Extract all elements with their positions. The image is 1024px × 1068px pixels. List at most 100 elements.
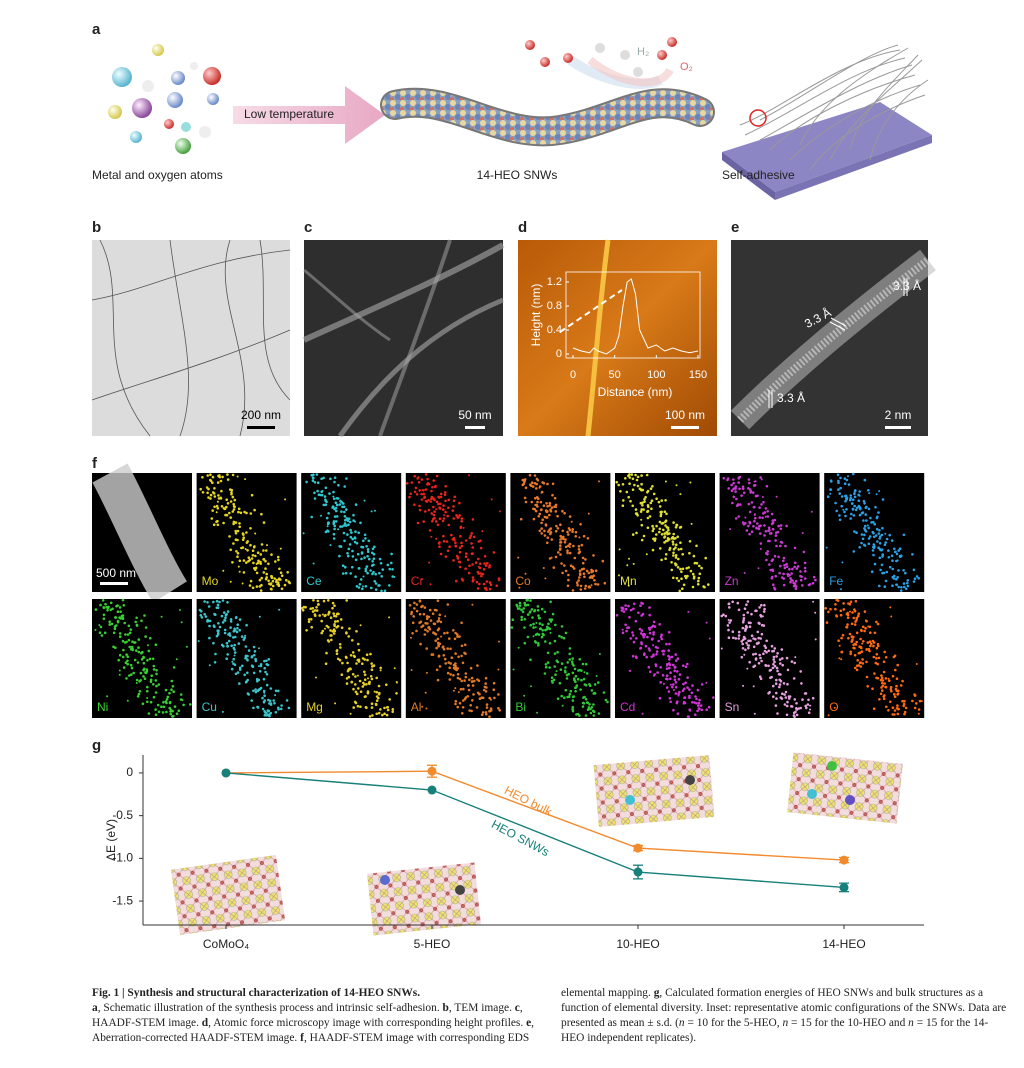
eds-dot (333, 497, 336, 501)
eds-dot (446, 549, 450, 553)
caption-text: c (514, 1002, 520, 1014)
eds-dot (581, 662, 585, 666)
eds-dot (793, 565, 796, 569)
eds-dot (834, 607, 837, 611)
eds-dot (420, 478, 424, 481)
eds-dot (530, 481, 534, 485)
nanowires (302, 239, 505, 438)
eds-dot (672, 521, 675, 524)
eds-dot (586, 537, 590, 540)
eds-dot (834, 501, 837, 505)
eds-dot (781, 692, 784, 695)
eds-dot (682, 583, 686, 587)
eds-dot (726, 477, 730, 480)
eds-dot (327, 521, 330, 524)
eds-dot (434, 485, 437, 489)
eds-dot (351, 651, 355, 654)
eds-dot (903, 699, 906, 703)
eds-dot (691, 572, 695, 576)
eds-dot (861, 642, 864, 645)
eds-dot (326, 525, 329, 528)
eds-dot (274, 689, 278, 693)
eds-dot (492, 688, 496, 691)
eds-dot (700, 708, 704, 712)
eds-dot (379, 669, 382, 672)
eds-dot (580, 669, 583, 672)
eds-dot (778, 571, 781, 575)
eds-dot (553, 652, 557, 655)
eds-dot (915, 575, 919, 578)
eds-dot (646, 635, 649, 639)
eds-dot (362, 681, 365, 685)
eds-dot (573, 556, 577, 560)
eds-dot (864, 619, 867, 622)
eds-dot (244, 645, 248, 648)
eds-dot (758, 675, 762, 678)
eds-dot (878, 542, 882, 545)
eds-dot (458, 677, 462, 681)
eds-dot (208, 624, 211, 628)
eds-dot (359, 690, 363, 693)
data-point (839, 882, 849, 892)
eds-dot (646, 491, 649, 494)
eds-dot (94, 608, 98, 611)
eds-dot (236, 555, 239, 558)
eds-dot (475, 706, 479, 709)
eds-dot (204, 615, 208, 618)
eds-dot (651, 529, 655, 533)
eds-dot (778, 678, 781, 682)
eds-dot (895, 552, 899, 556)
eds-dot (242, 638, 246, 641)
eds-dot (330, 634, 333, 637)
eds-dot (760, 478, 763, 481)
eds-dot (584, 558, 587, 561)
eds-dot (582, 677, 586, 681)
atom (380, 875, 390, 885)
eds-dot (446, 631, 449, 635)
eds-dot (568, 551, 572, 555)
eds-dot (871, 549, 875, 552)
atom (112, 67, 132, 87)
eds-dot (549, 600, 552, 604)
eds-dot (670, 655, 674, 659)
eds-dot (422, 489, 425, 492)
eds-dot (209, 493, 213, 497)
eds-dot (146, 700, 149, 704)
caption-text: Fig. 1 | Synthesis and structural charac… (92, 987, 421, 999)
eds-dot (144, 635, 147, 638)
eds-dot (547, 530, 550, 533)
eds-dot (271, 579, 275, 583)
eds-dot (542, 633, 545, 637)
eds-dot (734, 485, 738, 488)
eds-dot (497, 668, 500, 671)
eds-dot (124, 661, 128, 664)
eds-dot (860, 541, 863, 545)
eds-dot (575, 713, 578, 716)
eds-dot (436, 637, 440, 641)
eds-dot (171, 685, 175, 688)
eds-dot (537, 515, 540, 518)
eds-dot (267, 562, 270, 566)
eds-dot (424, 510, 427, 513)
eds-dot (900, 586, 903, 589)
eds-dot (750, 501, 754, 504)
eds-dot (156, 703, 160, 707)
eds-dot (659, 513, 663, 516)
eds-dot (466, 695, 470, 698)
eds-dot (436, 678, 440, 682)
eds-dot (676, 566, 680, 569)
eds-dot (666, 677, 669, 681)
atom (827, 761, 837, 771)
eds-dot (853, 504, 856, 508)
eds-dot (584, 584, 588, 588)
eds-dot (812, 575, 816, 579)
eds-dot (352, 687, 355, 691)
eds-dot (643, 500, 646, 504)
eds-dot (852, 472, 855, 476)
eds-dot (561, 509, 564, 513)
eds-dot (320, 631, 324, 635)
eds-dot (621, 483, 625, 486)
eds-dot (759, 547, 762, 550)
eds-dot (220, 489, 223, 493)
eds-dot (220, 505, 224, 508)
